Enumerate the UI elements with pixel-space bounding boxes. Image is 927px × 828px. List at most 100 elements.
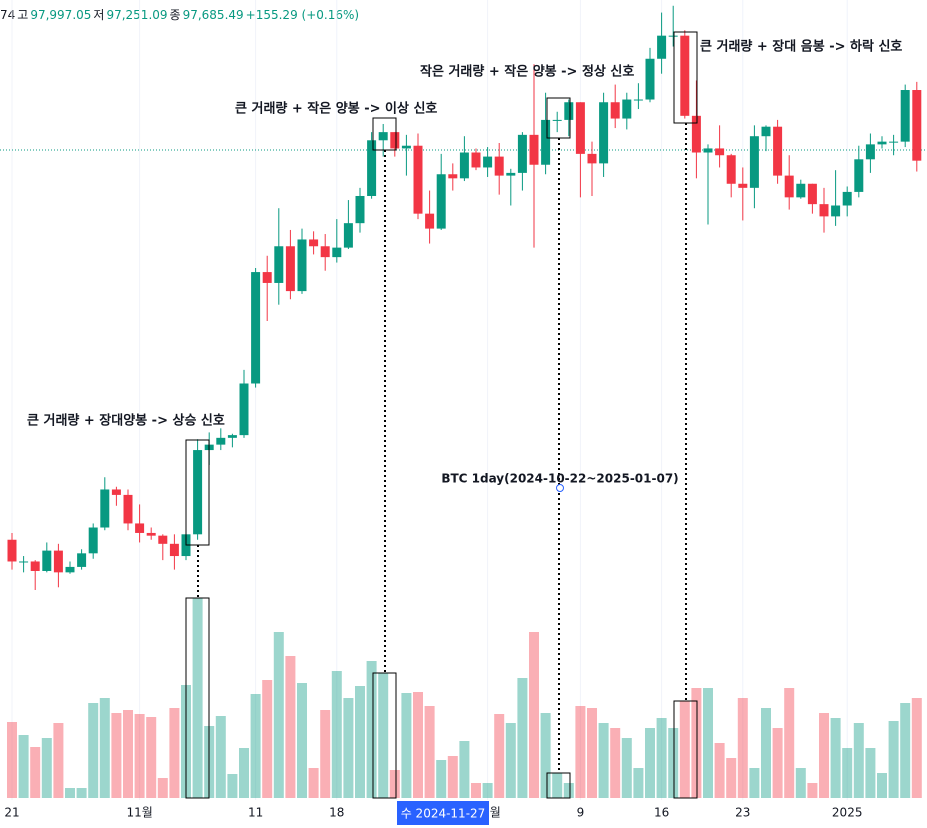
volume-bar	[436, 760, 447, 798]
crosshair-label-bg	[397, 801, 489, 825]
header-item: 저	[93, 8, 105, 22]
volume-bar	[865, 748, 876, 798]
volume-bar	[18, 735, 29, 798]
volume-bar	[297, 683, 307, 798]
candle-body	[390, 132, 400, 149]
volume-bar	[795, 768, 806, 798]
candle-body	[889, 141, 899, 143]
volume-bar	[389, 770, 400, 798]
candle-body	[401, 145, 411, 149]
volume-bar	[563, 783, 574, 798]
volume-bar	[819, 713, 829, 798]
annotation-text: 큰 거래량 + 장대 음봉 -> 하락 신호	[700, 39, 902, 55]
header-item: +155.29 (+0.16%)	[245, 8, 360, 22]
annotation-box	[673, 700, 698, 799]
volume-bar	[447, 756, 458, 798]
volume-bar	[157, 778, 168, 798]
annotation-text: 작은 거래량 + 작은 양봉 -> 정상 신호	[420, 64, 634, 80]
candle-body	[483, 156, 493, 168]
volume-bar	[227, 774, 238, 798]
volume-bar	[320, 710, 331, 798]
crosshair-label: 수 2024-11-27	[401, 807, 486, 821]
volume-bar	[401, 693, 412, 798]
candle-body	[19, 561, 29, 563]
volume-bar	[76, 788, 87, 798]
candle-body	[529, 134, 539, 165]
candle-body	[761, 126, 771, 137]
x-tick-label: 11월	[126, 806, 152, 820]
candle-body	[610, 102, 620, 119]
candle-body	[796, 183, 806, 198]
candle-body	[169, 543, 179, 557]
volume-bar	[273, 632, 284, 798]
candle-body	[506, 172, 516, 176]
candle-body	[773, 126, 783, 176]
candle-body	[749, 136, 759, 188]
candle-body	[854, 159, 864, 192]
volume-bar	[41, 738, 52, 798]
candle-body	[425, 213, 435, 229]
header-item: 97,685.49	[182, 8, 244, 22]
candle-body	[517, 134, 527, 173]
candle-body	[367, 140, 377, 196]
candle-body	[668, 35, 678, 37]
volume-bar	[877, 773, 887, 798]
candle-body	[285, 246, 295, 292]
candle-body	[239, 383, 249, 436]
x-tick-label: 21	[4, 806, 19, 820]
candle-body	[123, 494, 133, 524]
candle-body	[332, 247, 342, 258]
header-item: 97,251.09	[106, 8, 168, 22]
chart-title: BTC 1day(2024-10-22~2025-01-07)	[441, 472, 678, 486]
volume-bar	[331, 671, 342, 798]
volume-bar	[65, 788, 75, 798]
x-tick-label: 11	[248, 806, 263, 820]
volume-bar	[505, 723, 516, 798]
candle-body	[413, 145, 423, 214]
volume-bar	[656, 718, 667, 798]
volume-bar	[285, 656, 296, 798]
volume-bar	[807, 783, 818, 798]
candle-body	[715, 148, 725, 156]
volume-bar	[830, 718, 841, 798]
candle-body	[7, 539, 17, 562]
candle-body	[645, 58, 655, 100]
volume-bar	[308, 768, 319, 798]
candle-body	[378, 132, 388, 141]
candle-body	[877, 141, 887, 145]
candle-body	[575, 102, 585, 154]
header-item: 고	[17, 8, 29, 22]
candle-body	[541, 119, 551, 165]
volume-bar	[7, 722, 17, 798]
volume-bar	[726, 758, 737, 798]
candle-body	[65, 566, 75, 573]
candle-body	[831, 205, 841, 217]
candle-body	[343, 223, 353, 248]
candle-body	[819, 204, 829, 217]
candle-body	[216, 437, 226, 445]
volume-bar	[517, 678, 528, 798]
header-item: 97,997.05	[30, 8, 92, 22]
volume-bar	[215, 716, 226, 798]
volume-bar	[749, 768, 760, 798]
volume-bar	[911, 698, 922, 798]
candle-body	[309, 239, 319, 247]
candle-body	[77, 553, 87, 567]
candle-body	[193, 450, 203, 535]
candle-body	[784, 175, 794, 198]
volume-bar	[111, 713, 122, 798]
volume-bar	[645, 728, 655, 798]
candle-body	[135, 523, 145, 533]
header-item: 종	[169, 8, 181, 22]
candle-body	[900, 90, 910, 142]
candle-body	[297, 239, 307, 292]
x-tick-label: 2025	[832, 806, 863, 820]
volume-bar	[192, 598, 203, 798]
candle-body	[459, 152, 469, 179]
candle-body	[738, 183, 748, 188]
volume-bar	[853, 723, 864, 798]
candle-body	[865, 144, 875, 160]
candle-body	[912, 90, 922, 161]
candle-body	[227, 435, 237, 438]
